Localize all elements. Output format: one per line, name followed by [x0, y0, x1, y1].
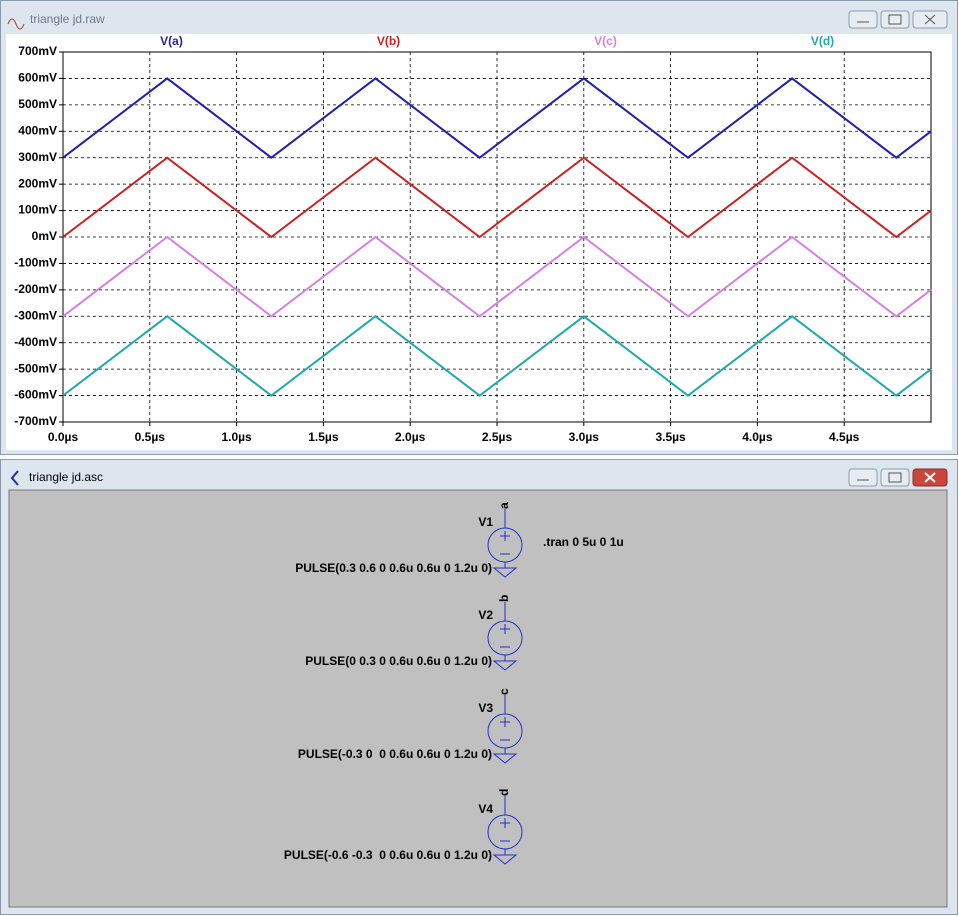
- ground: [492, 854, 518, 865]
- component-value: PULSE(0 0.3 0 0.6u 0.6u 0 1.2u 0): [305, 654, 492, 668]
- x-tick-label: 4.0µs: [742, 430, 773, 444]
- ground: [492, 660, 518, 671]
- polarity: [500, 818, 510, 842]
- minimize-button[interactable]: [848, 468, 878, 487]
- schematic-canvas: [8, 489, 948, 908]
- polarity: [500, 531, 510, 555]
- polarity: [500, 624, 510, 648]
- series-line: [62, 77, 932, 159]
- y-tick-label: 300mV: [18, 150, 57, 164]
- net-label: d: [497, 789, 511, 796]
- x-tick-label: 0.5µs: [135, 430, 166, 444]
- net-label: c: [497, 688, 511, 695]
- x-tick-label: 1.0µs: [221, 430, 252, 444]
- legend-entry: V(a): [160, 34, 183, 48]
- component-name: V1: [478, 515, 493, 529]
- legend-entry: V(b): [377, 34, 400, 48]
- component-value: PULSE(-0.6 -0.3 0 0.6u 0.6u 0 1.2u 0): [284, 848, 492, 862]
- x-tick-label: 2.0µs: [395, 430, 426, 444]
- x-tick-label: 3.0µs: [569, 430, 600, 444]
- y-tick-label: -200mV: [14, 282, 57, 296]
- x-tick-label: 3.5µs: [655, 430, 686, 444]
- window-title: triangle jd.asc: [29, 470, 103, 484]
- spice-directive: .tran 0 5u 0 1u: [543, 535, 624, 549]
- y-tick-label: -600mV: [14, 388, 57, 402]
- y-tick-label: -500mV: [14, 361, 57, 375]
- window-icon: [7, 18, 25, 30]
- minimize-button[interactable]: [848, 10, 878, 29]
- series-line: [62, 315, 932, 397]
- component-name: V2: [478, 608, 493, 622]
- y-tick-label: 400mV: [18, 123, 57, 137]
- maximize-button[interactable]: [880, 468, 910, 487]
- series-line: [62, 156, 932, 239]
- window-icon: [10, 470, 19, 486]
- y-tick-label: 100mV: [18, 203, 57, 217]
- series-line: [62, 235, 932, 318]
- button-glyphs: [857, 14, 936, 25]
- x-tick-label: 0.0µs: [48, 430, 79, 444]
- plot: 700mV 600mV 500mV 400mV 300mV 200mV 100mV 0mV -1…: [14, 34, 932, 444]
- button-glyphs: [857, 472, 902, 483]
- maximize-button[interactable]: [880, 10, 910, 29]
- x-tick-label: 1.5µs: [308, 430, 339, 444]
- component-value: PULSE(0.3 0.6 0 0.6u 0.6u 0 1.2u 0): [295, 561, 492, 575]
- legend-entry: V(d): [811, 34, 834, 48]
- y-tick-label: -100mV: [14, 256, 57, 270]
- ground: [492, 753, 518, 764]
- component-value: PULSE(-0.3 0 0 0.6u 0.6u 0 1.2u 0): [298, 747, 492, 761]
- x-tick-label: 4.5µs: [829, 430, 860, 444]
- window-title: triangle jd.raw: [30, 12, 105, 26]
- legend-entry: V(c): [594, 34, 617, 48]
- y-tick-label: -700mV: [14, 414, 57, 428]
- y-tick-label: -300mV: [14, 308, 57, 322]
- y-tick-label: 500mV: [18, 97, 57, 111]
- schematic: V1 a PULSE(0.3 0.6 0 0.6u 0.6u 0 1.2u 0) V2…: [284, 502, 523, 865]
- component-name: V3: [478, 701, 493, 715]
- net-label: a: [497, 502, 511, 509]
- y-tick-label: -400mV: [14, 335, 57, 349]
- close-glyph: [924, 472, 936, 483]
- component-name: V4: [478, 802, 493, 816]
- polarity: [500, 717, 510, 741]
- ground: [492, 567, 518, 578]
- y-tick-label: 600mV: [18, 71, 57, 85]
- x-tick-label: 2.5µs: [482, 430, 513, 444]
- net-label: b: [497, 595, 511, 602]
- y-tick-label: 200mV: [18, 176, 57, 190]
- y-tick-label: 700mV: [18, 44, 57, 58]
- y-tick-label: 0mV: [32, 229, 57, 243]
- plot-pane: [6, 34, 952, 450]
